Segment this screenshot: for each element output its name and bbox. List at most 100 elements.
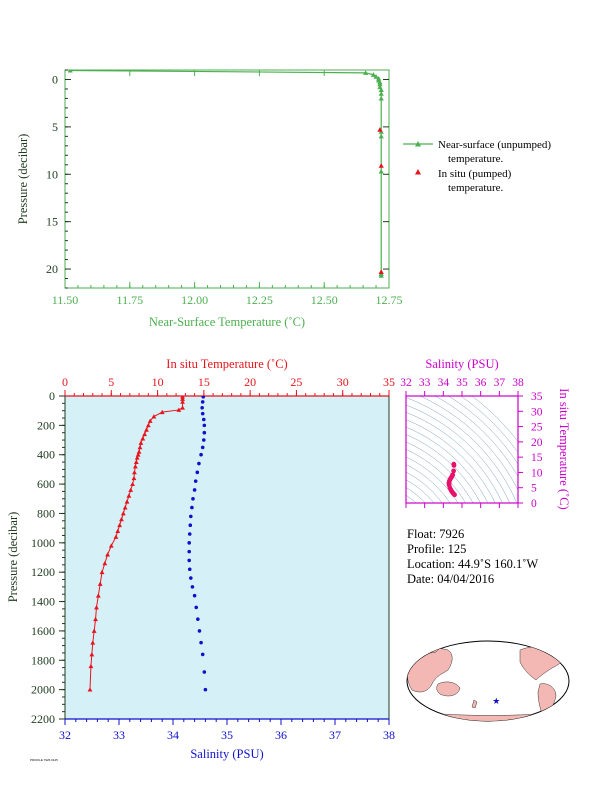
temperature-point xyxy=(105,552,110,557)
salinity-point xyxy=(196,617,200,621)
near-surface-point xyxy=(67,70,73,73)
temperature-point xyxy=(144,427,149,432)
ts-y-tick-label-5: 25 xyxy=(531,422,543,434)
y-tick-label-2: 10 xyxy=(46,167,58,181)
ts-x-tick-label-6: 38 xyxy=(512,377,524,389)
depth-tick-label-7: 1400 xyxy=(31,595,55,609)
depth-tick-label-1: 200 xyxy=(37,418,55,432)
temperature-point xyxy=(145,422,151,428)
salinity-point xyxy=(197,461,201,466)
ts-y-tick-label-3: 15 xyxy=(531,452,543,464)
ts-x-tick-label-5: 37 xyxy=(494,377,506,389)
ts-point xyxy=(451,462,457,468)
depth-tick-label-3: 600 xyxy=(37,477,55,491)
near-surface-point xyxy=(377,81,383,87)
temperature-point xyxy=(151,414,157,419)
near-surface-point xyxy=(363,70,369,75)
x-tick-label-3: 12.25 xyxy=(246,293,273,307)
landmass-australia xyxy=(436,681,461,697)
temperature-point xyxy=(119,516,124,522)
temp-tick-label-2: 10 xyxy=(152,375,164,389)
y-tick-label-0: 0 xyxy=(52,72,58,86)
salinity-point xyxy=(187,558,191,563)
sal-tick-label-0: 32 xyxy=(59,728,71,742)
salinity-point xyxy=(200,411,205,416)
ts-x-tick-label-0: 32 xyxy=(400,377,412,389)
temperature-point xyxy=(99,569,105,575)
sal-tick-label-5: 37 xyxy=(329,728,341,742)
salinity-point xyxy=(202,423,207,428)
legend-label-unpumped-2: temperature. xyxy=(448,153,504,165)
salinity-point xyxy=(201,438,206,442)
temperature-point xyxy=(108,543,114,548)
temp-tick-label-1: 5 xyxy=(108,375,114,389)
temperature-point xyxy=(135,452,141,457)
temperature-point xyxy=(140,436,146,441)
salinity-point xyxy=(187,549,191,554)
salinity-point xyxy=(188,523,193,527)
temperature-point xyxy=(93,616,98,622)
legend-label-unpumped-1: Near-surface (unpumped) xyxy=(438,139,551,151)
salinity-point xyxy=(200,405,204,410)
temperature-point xyxy=(180,405,185,410)
temperature-point xyxy=(133,459,139,464)
profile-chart: 0 5 10 15 20 25 30 35 32 33 34 35 36 37 38 0 200 400 600 80… xyxy=(6,357,395,761)
salinity-point xyxy=(200,445,205,450)
depth-tick-label-10: 2000 xyxy=(31,683,55,697)
x-tick-label-0: 11.50 xyxy=(52,293,79,307)
profile-number: Profile: 125 xyxy=(407,542,467,556)
near-surface-legend: Near-surface (unpumped) temperature. In … xyxy=(403,139,551,194)
salinity-point xyxy=(195,470,200,475)
near-surface-point xyxy=(378,168,384,174)
ts-x-tick-label-4: 36 xyxy=(475,377,487,389)
temperature-point xyxy=(180,399,185,404)
temperature-point xyxy=(130,481,135,487)
temp-tick-label-0: 0 xyxy=(62,375,68,389)
sal-tick-label-4: 36 xyxy=(275,728,287,742)
depth-tick-label-8: 1600 xyxy=(31,624,55,638)
salinity-point xyxy=(199,452,203,457)
legend-label-pumped-1: In situ (pumped) xyxy=(438,168,512,180)
temperature-point xyxy=(113,534,119,539)
temperature-point xyxy=(134,455,140,460)
salinity-point xyxy=(200,652,205,657)
temperature-point xyxy=(117,522,123,528)
salinity-point xyxy=(192,593,197,598)
float-info-panel: Float: 7926 Profile: 125 Location: 44.9˚… xyxy=(407,527,538,587)
depth-tick-label-0: 0 xyxy=(49,389,55,403)
ts-y-tick-label-6: 30 xyxy=(531,406,543,418)
ts-x-tick-label-2: 34 xyxy=(438,377,450,389)
in-situ-point xyxy=(378,269,384,274)
temperature-point xyxy=(120,511,126,516)
salinity-point xyxy=(201,417,206,422)
depth-tick-label-6: 1200 xyxy=(31,565,55,579)
salinity-point xyxy=(187,541,191,545)
x-tick-label-1: 11.75 xyxy=(117,293,144,307)
salinity-axis-label: Salinity (PSU) xyxy=(190,747,263,761)
legend-label-pumped-2: temperature. xyxy=(448,182,504,194)
temperature-axis-label: In situ Temperature (˚C) xyxy=(166,357,287,371)
float-id: Float: 7926 xyxy=(407,527,465,541)
landmass-new-zealand xyxy=(471,699,478,709)
ts-x-tick-label-3: 35 xyxy=(456,377,468,389)
temp-tick-label-5: 25 xyxy=(290,375,302,389)
depth-tick-label-9: 1800 xyxy=(31,653,55,667)
temperature-point xyxy=(122,505,128,510)
salinity-point xyxy=(191,496,195,501)
temperature-point xyxy=(159,409,165,415)
date: Date: 04/04/2016 xyxy=(407,572,495,586)
ts-y-tick-label-4: 20 xyxy=(531,437,543,449)
salinity-point xyxy=(199,640,203,645)
temperature-point xyxy=(128,487,134,492)
salinity-point xyxy=(202,430,207,435)
near-surface-point xyxy=(373,74,379,79)
y-tick-label-1: 5 xyxy=(52,120,58,134)
temperature-point xyxy=(87,687,93,692)
temperature-point xyxy=(91,628,97,633)
near-surface-point xyxy=(378,87,384,92)
ts-y-tick-label-2: 10 xyxy=(531,467,543,479)
temperature-point xyxy=(147,418,153,423)
world-map: ★ xyxy=(406,640,570,722)
temperature-point xyxy=(89,652,95,657)
temperature-point xyxy=(90,640,96,645)
